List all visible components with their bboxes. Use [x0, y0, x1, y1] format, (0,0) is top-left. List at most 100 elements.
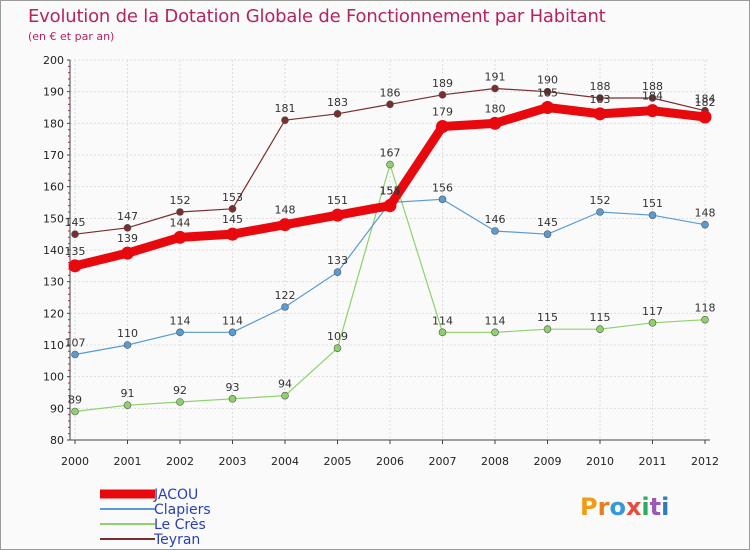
data-point-le-crès-2004	[281, 391, 289, 400]
data-point-clapiers-2011	[648, 211, 657, 219]
data-point-jacou-2011	[646, 104, 659, 118]
data-label-le-crès-2002: 92	[173, 384, 187, 397]
data-point-le-crès-2000	[71, 407, 79, 416]
logo-text: Proxiti	[580, 493, 669, 521]
data-label-clapiers-2001: 110	[117, 327, 138, 340]
proxiti-logo: Proxiti	[580, 493, 669, 521]
data-label-le-crès-2009: 115	[537, 311, 558, 324]
data-point-clapiers-2009	[543, 230, 552, 238]
data-point-clapiers-2002	[176, 328, 184, 337]
logo-letter: o	[609, 493, 626, 521]
x-tick-label-2006: 2006	[376, 455, 404, 468]
data-point-jacou-2000	[68, 259, 82, 273]
data-label-clapiers-2009: 145	[537, 216, 558, 229]
data-point-jacou-2012	[698, 110, 712, 124]
data-label-le-crès-2012: 118	[695, 302, 716, 315]
data-label-teyran-2010: 188	[590, 80, 611, 93]
data-label-jacou-2002: 144	[170, 216, 191, 229]
data-label-le-crès-2000: 89	[68, 394, 82, 407]
data-label-clapiers-2004: 122	[275, 289, 296, 302]
data-label-clapiers-2003: 114	[222, 314, 243, 327]
y-tick-label-150: 150	[43, 212, 64, 225]
data-point-jacou-2008	[488, 116, 502, 130]
data-label-teyran-2005: 183	[327, 96, 348, 109]
data-label-le-crès-2004: 94	[278, 378, 292, 391]
data-point-teyran-2003	[228, 205, 237, 213]
y-tick-label-120: 120	[43, 307, 64, 320]
data-label-teyran-2000: 145	[65, 216, 86, 229]
data-point-le-crès-2007	[438, 328, 447, 337]
data-point-le-crès-2010	[596, 325, 604, 333]
data-label-jacou-2012: 182	[695, 96, 716, 109]
data-label-clapiers-2012: 148	[695, 207, 716, 220]
legend-label-jacou: JACOU	[153, 487, 198, 503]
logo-letter: r	[598, 493, 610, 521]
data-point-clapiers-2000	[71, 350, 79, 359]
y-tick-label-190: 190	[43, 86, 64, 99]
data-label-clapiers-2011: 151	[642, 197, 663, 210]
data-label-clapiers-2010: 152	[590, 194, 611, 207]
data-point-teyran-2005	[333, 110, 342, 118]
logo-letter: i	[641, 493, 649, 521]
x-tick-label-2011: 2011	[639, 455, 667, 468]
y-tick-label-130: 130	[43, 276, 64, 289]
x-tick-label-2010: 2010	[586, 455, 614, 468]
data-label-le-crès-2010: 115	[590, 311, 611, 324]
x-tick-label-2005: 2005	[324, 455, 352, 468]
data-point-teyran-2001	[123, 224, 132, 232]
data-point-le-crès-2002	[176, 398, 184, 406]
data-label-le-crès-2005: 109	[327, 330, 348, 343]
data-label-jacou-2010: 183	[590, 93, 611, 106]
data-point-le-crès-2009	[543, 325, 552, 333]
data-point-le-crès-2005	[333, 344, 342, 352]
chart-subtitle: (en € et par an)	[28, 30, 115, 43]
data-label-jacou-2011: 184	[642, 90, 663, 103]
logo-letter: P	[580, 493, 598, 521]
data-point-teyran-2004	[281, 116, 289, 124]
logo-letter: x	[626, 493, 642, 521]
data-label-jacou-2009: 185	[537, 87, 558, 100]
data-point-clapiers-2001	[123, 341, 132, 349]
data-label-teyran-2003: 153	[222, 191, 243, 204]
data-point-jacou-2006	[383, 199, 397, 213]
data-label-teyran-2006: 186	[380, 86, 401, 99]
data-point-jacou-2005	[331, 208, 344, 222]
y-tick-label-160: 160	[43, 181, 64, 194]
data-point-teyran-2008	[491, 84, 499, 93]
legend-label-clapiers: Clapiers	[154, 502, 211, 518]
data-point-le-crès-2001	[123, 401, 132, 409]
y-tick-label-90: 90	[50, 402, 64, 415]
data-point-teyran-2002	[176, 208, 184, 216]
x-tick-label-2000: 2000	[61, 455, 89, 468]
x-tick-label-2012: 2012	[691, 455, 719, 468]
x-tick-label-2001: 2001	[114, 455, 142, 468]
data-point-teyran-2007	[438, 91, 447, 99]
y-tick-label-80: 80	[50, 434, 64, 447]
data-point-clapiers-2012	[701, 220, 709, 229]
axes: 80 90 100 110 120 130 140 150 160 170 180 190 200 200…	[43, 54, 719, 468]
x-tick-label-2004: 2004	[271, 455, 299, 468]
data-label-jacou-2008: 180	[485, 102, 506, 115]
data-label-jacou-2000: 135	[65, 245, 86, 258]
chart-title: Evolution de la Dotation Globale de Fonc…	[28, 6, 606, 27]
series-lines	[68, 84, 712, 416]
data-point-teyran-2006	[386, 100, 394, 109]
data-label-clapiers-2002: 114	[170, 314, 191, 327]
y-tick-label-180: 180	[43, 117, 64, 130]
data-point-le-crès-2003	[228, 395, 237, 403]
data-label-le-crès-2001: 91	[121, 387, 135, 400]
data-point-teyran-2009	[543, 87, 552, 96]
data-point-jacou-2004	[278, 218, 292, 232]
data-label-jacou-2004: 148	[275, 204, 296, 217]
data-label-teyran-2004: 181	[275, 102, 296, 115]
y-tick-label-200: 200	[43, 54, 64, 67]
legend-label-le-crès: Le Crès	[154, 517, 206, 533]
data-label-teyran-2011: 188	[642, 80, 663, 93]
data-point-jacou-2002	[173, 230, 187, 244]
data-point-jacou-2009	[541, 101, 554, 114]
data-label-clapiers-2006: 155	[380, 185, 401, 198]
x-tick-label-2009: 2009	[534, 455, 562, 468]
data-point-le-crès-2006	[386, 160, 394, 169]
